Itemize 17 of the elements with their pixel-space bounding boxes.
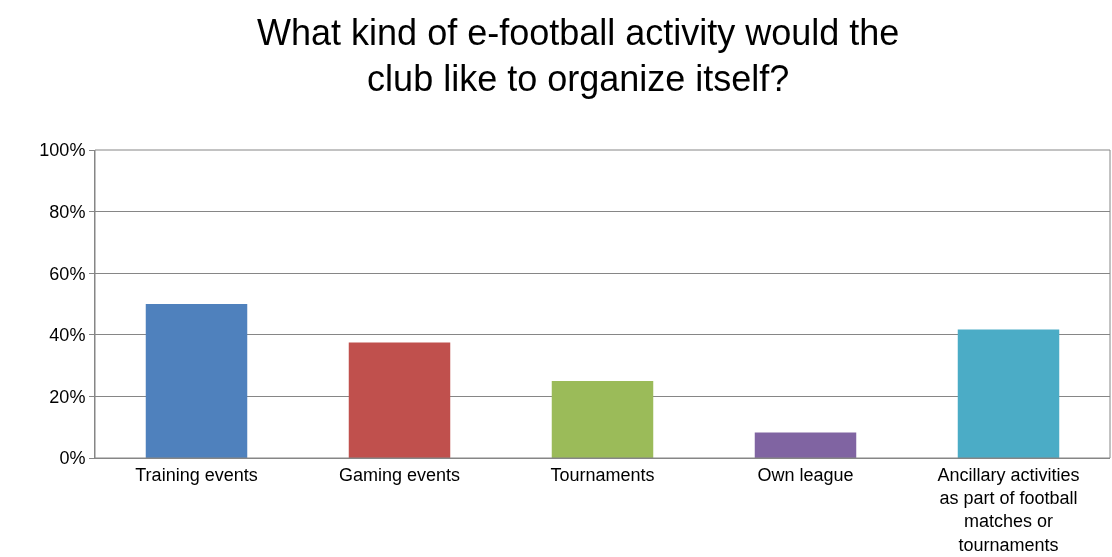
x-tick-label: Training events [135, 464, 258, 485]
bar [348, 342, 451, 458]
y-tick-label: 100% [39, 140, 86, 161]
bar [957, 329, 1060, 458]
y-tick-label: 40% [49, 325, 86, 346]
y-tick-label: 60% [49, 263, 86, 284]
bar [551, 381, 654, 458]
bar [145, 304, 248, 458]
bar [754, 432, 857, 458]
y-tick-label: 80% [49, 201, 86, 222]
x-tick-label: Ancillary activities as part of football matches or tournaments [937, 464, 1080, 555]
chart-title: What kind of e-football activity would the club like to organize itself? [257, 11, 900, 100]
y-tick-label: 20% [49, 386, 86, 407]
y-tick-label: 0% [59, 448, 86, 469]
x-tick-label: Tournaments [550, 464, 655, 485]
x-tick-label: Own league [757, 464, 854, 485]
x-tick-label: Gaming events [338, 464, 461, 485]
